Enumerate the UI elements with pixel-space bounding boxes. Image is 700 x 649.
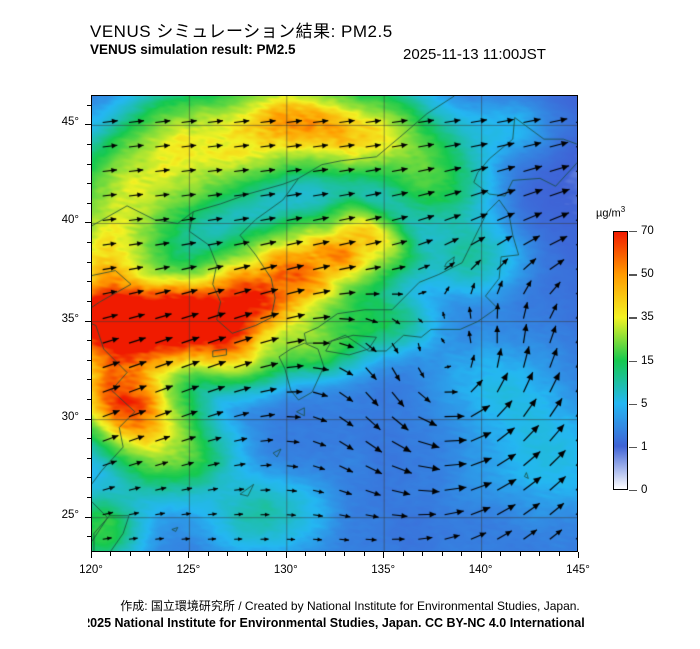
lon-tick-major [383,552,385,558]
colorbar-tick [629,231,637,233]
lon-tick-minor [402,552,404,556]
lon-tick-major [285,552,287,558]
lon-tick-minor [324,552,326,556]
colorbar-tick [629,490,637,492]
lat-axis-label: 40° [61,214,79,227]
lon-tick-minor [129,552,131,556]
colorbar-tick-label: 50 [641,268,654,281]
lat-tick-minor [87,379,91,381]
lat-axis-label: 35° [61,312,79,325]
lon-tick-minor [344,552,346,556]
map-plot-area [91,95,578,552]
lat-tick-major [85,124,91,126]
lon-tick-minor [168,552,170,556]
lat-tick-minor [87,281,91,283]
lon-tick-major [480,552,482,558]
lat-tick-minor [87,457,91,459]
lat-tick-minor [87,242,91,244]
lon-tick-minor [363,552,365,556]
lon-tick-minor [500,552,502,556]
lon-tick-minor [441,552,443,556]
lat-tick-minor [87,340,91,342]
lon-tick-minor [246,552,248,556]
colorbar-tick [629,360,637,362]
lat-tick-minor [87,438,91,440]
colorbar-tick [629,446,637,449]
lat-tick-minor [87,183,91,185]
lat-tick-major [85,418,91,420]
lat-tick-major [85,222,91,224]
colorbar-unit-label: µg/m3 [596,205,625,220]
lat-tick-major [85,516,91,518]
colorbar-unit-text: µg/m [596,207,621,220]
lon-tick-minor [149,552,151,556]
lon-tick-minor [266,552,268,556]
lat-tick-minor [87,477,91,479]
lat-tick-minor [87,359,91,361]
colorbar-tick [629,317,637,319]
lon-axis-label: 130° [273,564,298,576]
timestamp-label: 2025-11-13 11:00JST [403,46,546,63]
lat-tick-minor [87,144,91,146]
colorbar-tick-label: 15 [641,354,654,367]
lat-tick-minor [87,536,91,538]
lon-tick-minor [461,552,463,556]
lon-tick-minor [227,552,229,556]
footer-license-container: ©2025 National Institute for Environment… [88,616,596,638]
lon-tick-minor [539,552,541,556]
lon-tick-major [188,552,190,558]
lon-tick-major [578,552,579,558]
lon-tick-minor [422,552,424,556]
colorbar-unit-exponent: 3 [620,205,626,214]
lat-tick-minor [87,300,91,302]
colorbar-gradient [613,231,628,490]
lon-axis-label: 120° [79,564,103,576]
lon-tick-minor [110,552,112,556]
colorbar-tick [629,274,637,276]
lat-tick-minor [87,104,91,106]
lon-tick-minor [207,552,209,556]
lat-axis-label: 45° [61,116,79,129]
lat-tick-minor [87,163,91,165]
lon-axis-label: 145° [566,564,590,576]
lon-tick-minor [519,552,521,556]
lon-tick-major [91,552,92,558]
lon-tick-minor [305,552,307,556]
footer-credit: 作成: 国立環境研究所 / Created by National Instit… [120,599,580,613]
page-title-japanese: VENUS シミュレーション結果: PM2.5 [90,22,393,41]
lon-axis-label: 140° [468,564,493,576]
footer-license-text: ©2025 National Institute for Environment… [88,616,585,630]
colorbar-tick-label: 70 [641,225,654,237]
lat-tick-minor [87,399,91,400]
colorbar-tick [629,403,637,406]
colorbar-tick-label: 5 [641,397,648,410]
page-title-english: VENUS simulation result: PM2.5 [90,42,296,57]
lat-tick-minor [87,202,91,204]
lat-tick-minor [87,497,91,499]
lat-tick-major [85,320,91,322]
coastline-and-wind-overlay [92,96,577,551]
colorbar-tick-label: 1 [641,440,648,453]
lon-axis-label: 135° [371,564,396,576]
lat-tick-minor [87,261,91,263]
lat-axis-label: 25° [61,508,79,521]
lat-axis-label: 30° [61,410,79,423]
colorbar-tick-label: 0 [641,484,648,496]
lon-axis-label: 125° [176,564,201,576]
colorbar-tick-label: 35 [641,311,654,324]
lon-tick-minor [558,552,560,556]
